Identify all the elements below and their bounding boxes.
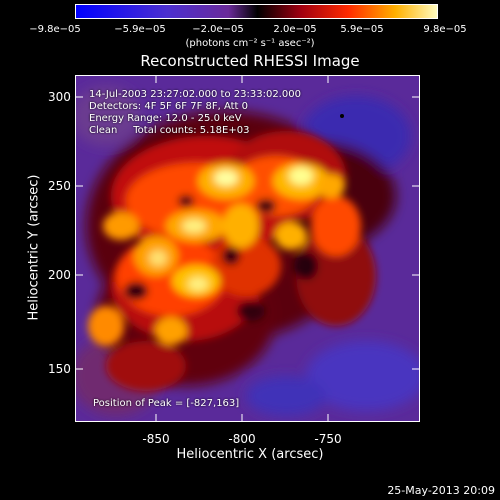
energy-range-text: Energy Range: 12.0 - 25.0 keV [89, 113, 242, 124]
y-tick-label: 150 [48, 362, 71, 376]
colorbar-tick: −5.9e−05 [114, 24, 166, 35]
colorbar-gradient [76, 5, 437, 18]
colorbar-tick: 9.8e−05 [423, 24, 467, 35]
detectors-text: Detectors: 4F 5F 6F 7F 8F, Att 0 [89, 101, 249, 112]
footer-date: 25-May-2013 20:09 [387, 484, 495, 497]
method-text: Clean Total counts: 5.18E+03 [89, 125, 250, 136]
colorbar-tick: 5.9e−05 [340, 24, 384, 35]
colorbar-tick: −9.8e−05 [29, 24, 81, 35]
y-tick-label: 200 [48, 268, 71, 282]
time-range-text: 14-Jul-2003 23:27:02.000 to 23:33:02.000 [89, 89, 301, 100]
colorbar-tick: −2.0e−05 [192, 24, 244, 35]
x-tick-label: -800 [228, 432, 256, 446]
colorbar-tick: 2.0e−05 [273, 24, 317, 35]
y-tick-label: 300 [48, 90, 71, 104]
plot-title: Reconstructed RHESSI Image [140, 52, 360, 70]
y-tick-label: 250 [48, 179, 71, 193]
peak-marker [340, 114, 344, 118]
x-axis-label: Heliocentric X (arcsec) [176, 447, 324, 462]
axis-ticks [75, 75, 420, 422]
x-tick-label: -750 [314, 432, 342, 446]
y-axis-label: Heliocentric Y (arcsec) [26, 174, 42, 321]
x-tick-label: -850 [142, 432, 170, 446]
flare-image [76, 76, 419, 421]
colorbar [75, 4, 438, 19]
colorbar-units: (photons cm⁻² s⁻¹ asec⁻²) [185, 38, 315, 49]
image-plot: 14-Jul-2003 23:27:02.000 to 23:33:02.000… [75, 75, 420, 422]
peak-position-text: Position of Peak = [-827,163] [93, 398, 240, 409]
